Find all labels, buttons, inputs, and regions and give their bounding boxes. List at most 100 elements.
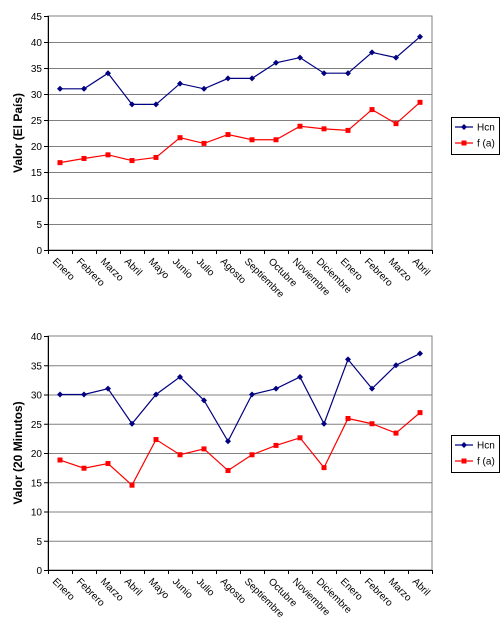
- data-point: [369, 107, 375, 113]
- data-point: [369, 49, 375, 56]
- series-line: [59, 412, 421, 487]
- data-point: [249, 391, 255, 398]
- data-point: [393, 430, 399, 436]
- y-tick-label: 35: [31, 361, 43, 372]
- data-point: [105, 461, 111, 467]
- data-point: [297, 373, 303, 380]
- data-point: [393, 121, 399, 127]
- legend-marker: [461, 442, 467, 448]
- data-point: [417, 350, 423, 357]
- data-point: [129, 420, 135, 427]
- series-2: [57, 99, 423, 166]
- data-point: [105, 152, 111, 158]
- legend-label: Hcn: [477, 441, 495, 452]
- data-point: [81, 465, 87, 471]
- data-point: [369, 385, 375, 392]
- y-tick-label: 15: [31, 168, 43, 179]
- x-tick-label: Enero: [50, 256, 77, 283]
- data-point: [369, 421, 375, 427]
- y-tick-label: 45: [31, 12, 43, 23]
- x-tick-label: Junio: [170, 576, 195, 601]
- x-tick-label: Mayo: [146, 256, 171, 281]
- legend-marker: [461, 140, 467, 146]
- data-point: [81, 155, 87, 161]
- y-axis-label: Valor (El País): [11, 93, 25, 173]
- data-point: [345, 415, 351, 421]
- y-tick-label: 40: [31, 38, 43, 49]
- data-point: [153, 101, 159, 108]
- series-1: [57, 33, 423, 108]
- y-tick-label: 35: [31, 64, 43, 75]
- data-point: [225, 75, 231, 82]
- data-point: [201, 446, 207, 452]
- y-tick-label: 10: [31, 508, 43, 519]
- data-point: [321, 126, 327, 132]
- data-point: [321, 465, 327, 471]
- legend-box: [451, 117, 500, 155]
- data-point: [297, 435, 303, 441]
- data-point: [57, 457, 63, 463]
- data-point: [417, 99, 423, 105]
- y-tick-label: 5: [36, 220, 42, 231]
- data-point: [225, 132, 231, 138]
- legend-label: Hcn: [477, 123, 495, 134]
- data-point: [129, 482, 135, 488]
- data-point: [345, 127, 351, 133]
- y-tick-label: 10: [31, 194, 43, 205]
- data-point: [153, 437, 159, 443]
- x-tick-label: Agosto: [218, 256, 248, 286]
- y-tick-label: 30: [31, 90, 43, 101]
- y-tick-label: 0: [36, 566, 42, 577]
- data-point: [297, 54, 303, 61]
- y-tick-label: 5: [36, 537, 42, 548]
- data-point: [417, 33, 423, 40]
- data-point: [417, 410, 423, 416]
- data-point: [201, 140, 207, 146]
- y-tick-label: 20: [31, 449, 43, 460]
- data-point: [129, 101, 135, 108]
- data-point: [393, 362, 399, 369]
- y-axis-label: Valor (20 Minutos): [11, 401, 25, 504]
- series-line: [59, 101, 421, 164]
- y-tick-label: 0: [36, 246, 42, 257]
- data-point: [321, 70, 327, 77]
- data-point: [273, 137, 279, 143]
- legend-marker: [461, 124, 467, 130]
- y-tick-label: 25: [31, 116, 43, 127]
- y-tick-label: 40: [31, 332, 43, 343]
- series-line: [60, 353, 421, 443]
- x-tick-label: Julio: [194, 576, 217, 599]
- plot-area: [47, 15, 433, 251]
- x-tick-label: Mayo: [146, 576, 171, 601]
- legend-label: f (a): [477, 457, 495, 468]
- data-point: [249, 452, 255, 458]
- data-point: [201, 85, 207, 92]
- data-point: [297, 123, 303, 129]
- x-tick-label: Julio: [194, 256, 217, 279]
- legend: Hcn f (a): [451, 435, 500, 473]
- x-tick-label: Junio: [170, 256, 195, 281]
- data-point: [177, 452, 183, 458]
- chart-1: 051015202530354045EneroFebreroMarzoAbril…: [11, 12, 500, 301]
- data-point: [249, 75, 255, 82]
- series-2: [57, 410, 423, 488]
- data-point: [129, 158, 135, 164]
- x-tick-label: Enero: [50, 576, 77, 603]
- y-tick-label: 20: [31, 142, 43, 153]
- data-point: [321, 420, 327, 427]
- data-point: [345, 70, 351, 77]
- data-point: [225, 468, 231, 474]
- data-point: [153, 391, 159, 398]
- series-line: [60, 36, 421, 106]
- legend-label: f (a): [477, 139, 495, 150]
- y-tick-label: 30: [31, 391, 43, 402]
- data-point: [57, 160, 63, 166]
- y-tick-label: 25: [31, 420, 43, 431]
- data-point: [177, 373, 183, 380]
- series-1: [57, 350, 423, 445]
- data-point: [105, 385, 111, 392]
- data-point: [273, 442, 279, 448]
- data-point: [81, 85, 87, 92]
